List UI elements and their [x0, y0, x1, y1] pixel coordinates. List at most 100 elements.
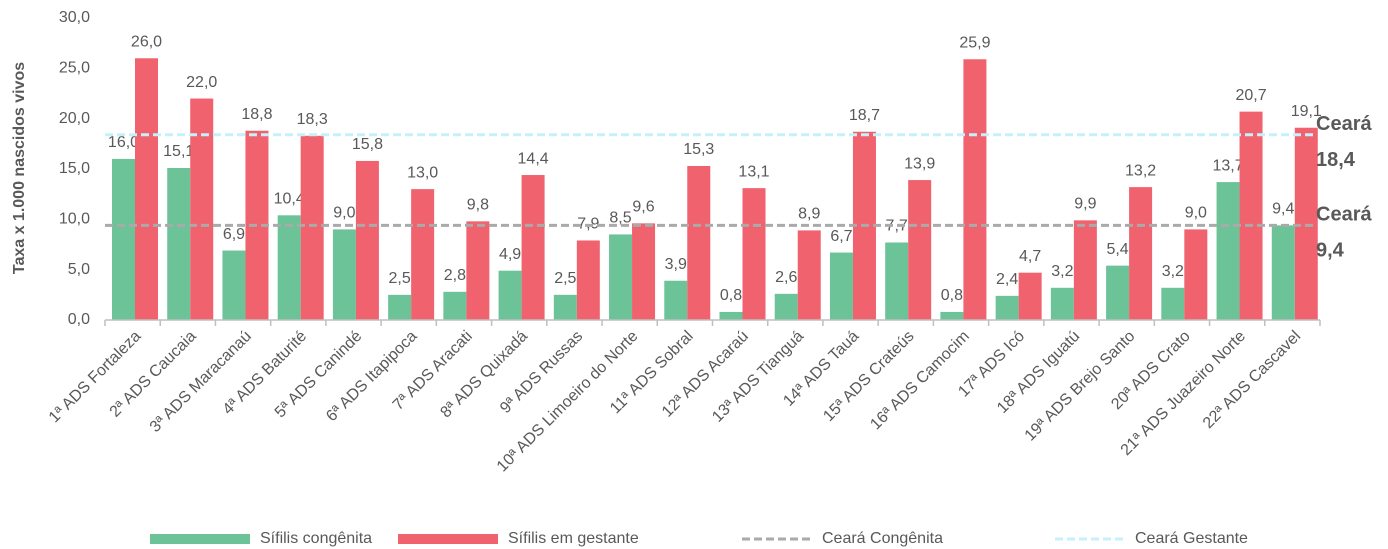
y-tick-label: 10,0 [59, 211, 90, 228]
y-tick-label: 20,0 [59, 110, 90, 127]
value-label: 9,4 [1272, 201, 1294, 218]
value-label: 9,8 [467, 197, 489, 214]
bar [388, 294, 412, 320]
bar [742, 188, 766, 320]
value-label: 0,8 [941, 287, 963, 304]
bar [664, 280, 688, 320]
bar [908, 180, 932, 320]
bar [112, 158, 135, 320]
reference-label: 9,4 [1316, 240, 1345, 262]
bar [1129, 187, 1153, 320]
y-axis-label: Taxa x 1.000 nascidos vivos [11, 62, 28, 274]
x-tick-label: 3ª ADS Maracanaú [147, 328, 255, 436]
bar [940, 311, 964, 320]
value-label: 18,3 [297, 111, 328, 128]
value-label: 2,5 [554, 270, 576, 287]
value-label: 9,6 [632, 199, 654, 216]
value-label: 14,4 [518, 150, 549, 167]
bar [885, 242, 909, 320]
bar [687, 165, 711, 320]
value-label: 15,1 [163, 143, 194, 160]
bar [135, 58, 158, 321]
bar [167, 167, 191, 320]
bar [1271, 225, 1295, 320]
reference-label: Ceará [1316, 113, 1372, 135]
value-label: 13,7 [1212, 157, 1243, 174]
value-label: 9,9 [1074, 196, 1096, 213]
bar [1018, 272, 1042, 320]
value-label: 2,4 [996, 271, 1018, 288]
x-tick-label: 19ª ADS Brejo Santo [1022, 328, 1139, 445]
bar [277, 215, 301, 320]
value-label: 9,0 [1185, 205, 1207, 222]
legend-swatch [398, 534, 498, 544]
value-label: 22,0 [186, 74, 217, 91]
x-tick-label: 16ª ADS Camocim [867, 328, 973, 434]
bar [632, 223, 656, 320]
x-tick-label: 1ª ADS Fortaleza [46, 328, 145, 427]
bar [1161, 287, 1185, 320]
bar [797, 230, 821, 320]
legend-label: Ceará Congênita [822, 530, 943, 547]
bar [190, 98, 214, 321]
value-label: 3,9 [665, 256, 687, 273]
legend-label: Ceará Gestante [1135, 530, 1248, 547]
bar [355, 160, 379, 320]
bar [521, 175, 545, 320]
value-label: 6,7 [830, 228, 852, 245]
bar [222, 250, 246, 320]
value-label: 7,7 [886, 218, 908, 235]
value-label: 4,9 [499, 246, 521, 263]
bar [1184, 229, 1208, 320]
value-label: 16,0 [108, 134, 139, 151]
value-label: 3,2 [1162, 263, 1184, 280]
value-label: 13,1 [738, 163, 769, 180]
reference-label: 18,4 [1316, 149, 1356, 171]
legend-label: Sífilis congênita [260, 530, 372, 547]
value-label: 8,5 [609, 210, 631, 227]
value-label: 13,2 [1125, 162, 1156, 179]
bar [443, 291, 467, 320]
value-label: 8,9 [798, 206, 820, 223]
bar [411, 189, 435, 320]
value-label: 13,0 [407, 164, 438, 181]
value-label: 13,9 [904, 155, 935, 172]
y-tick-label: 30,0 [59, 9, 90, 26]
bar [300, 135, 324, 320]
value-label: 2,6 [775, 269, 797, 286]
bar [1239, 111, 1263, 321]
legend-label: Sífilis em gestante [508, 530, 639, 547]
bar [466, 221, 490, 320]
y-tick-label: 0,0 [68, 311, 90, 328]
value-label: 25,9 [959, 34, 990, 51]
value-label: 26,0 [131, 33, 162, 50]
bar [332, 229, 356, 320]
bar [498, 270, 522, 320]
value-label: 15,3 [683, 141, 714, 158]
value-label: 3,2 [1051, 263, 1073, 280]
value-label: 5,4 [1106, 241, 1128, 258]
bar [1073, 220, 1097, 320]
bar [995, 295, 1019, 320]
value-label: 10,4 [274, 191, 305, 208]
bar [609, 234, 633, 320]
value-label: 18,7 [849, 107, 880, 124]
legend-swatch [150, 534, 250, 544]
value-label: 18,8 [241, 106, 272, 123]
value-label: 15,8 [352, 136, 383, 153]
bar [719, 311, 743, 320]
x-tick-label: 22ª ADS Cascavel [1200, 328, 1304, 432]
value-label: 0,8 [720, 287, 742, 304]
bar [576, 240, 600, 320]
value-label: 2,8 [444, 267, 466, 284]
bar [963, 59, 987, 320]
bar [1050, 287, 1074, 320]
bar [774, 293, 798, 320]
value-label: 9,0 [333, 205, 355, 222]
bar [829, 252, 853, 320]
y-tick-label: 15,0 [59, 160, 90, 177]
bar [1216, 182, 1240, 320]
value-label: 6,9 [223, 226, 245, 243]
reference-label: Ceará [1316, 204, 1372, 226]
value-label: 4,7 [1019, 248, 1041, 265]
